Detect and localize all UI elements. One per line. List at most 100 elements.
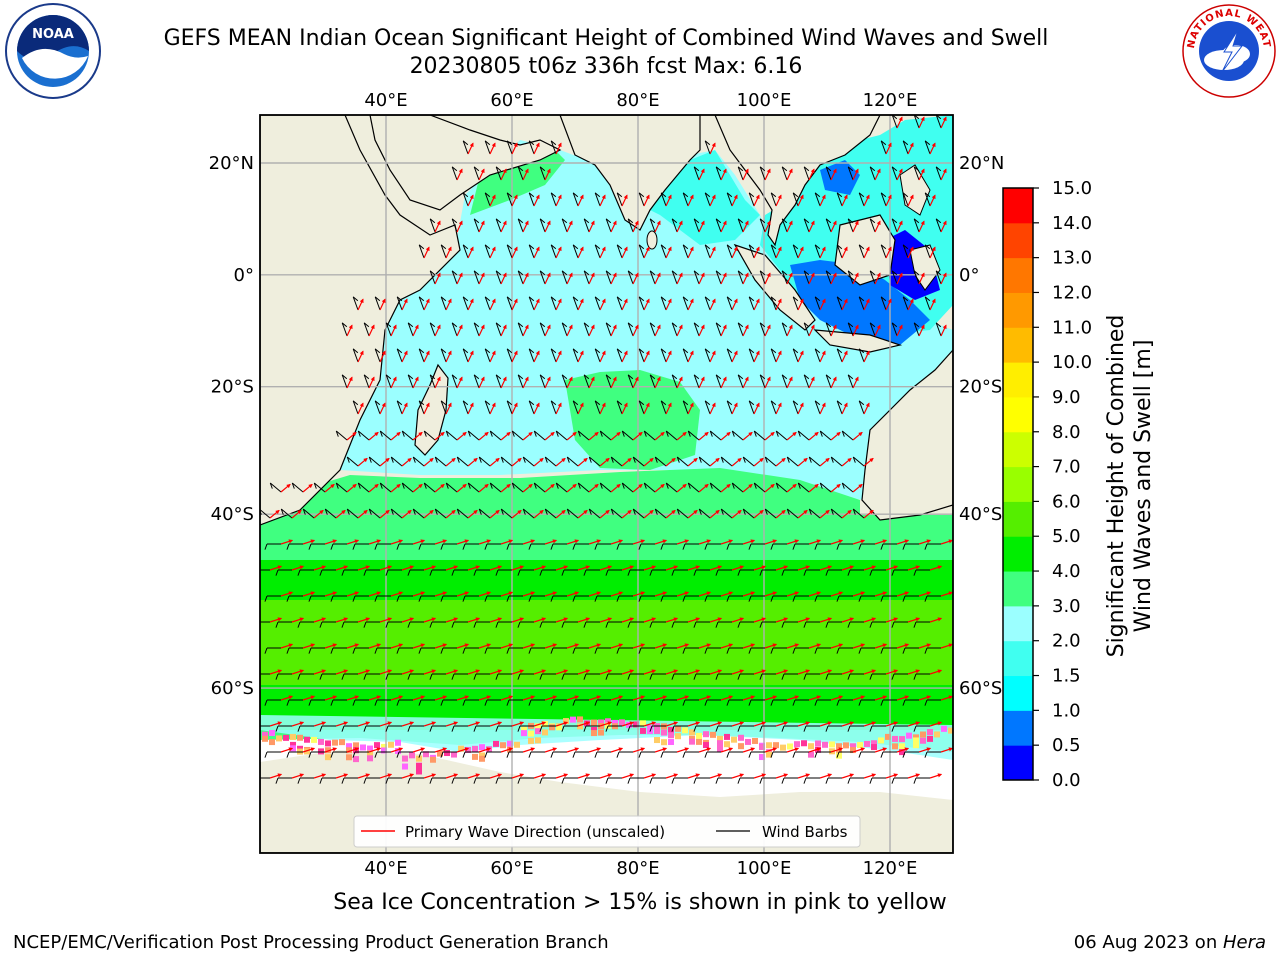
wave-direction-arrow [896,168,903,181]
wave-direction-arrow [764,695,778,701]
wind-barb [858,348,865,363]
ice-patch [521,726,527,733]
lon-tick-top: 60°E [490,90,533,111]
wave-direction-arrow [533,669,547,675]
colorbar-label-line1: Significant Height of Combined [1104,315,1129,658]
wind-barb [869,569,886,576]
wind-barb [781,322,788,337]
wave-direction-arrow [577,457,588,467]
wind-barb [260,673,270,675]
wave-direction-arrow [918,220,925,233]
wave-direction-arrow [335,669,349,675]
wind-barb [891,166,898,181]
wave-direction-arrow [269,509,280,519]
wave-direction-arrow [533,617,547,623]
wind-barb [357,430,370,441]
wind-barb [561,270,568,285]
wave-direction-arrow [742,376,749,389]
wave-direction-arrow [434,539,448,545]
ice-patch [535,728,541,735]
wind-barb [742,456,755,467]
wind-barb [781,725,798,732]
wind-barb [660,400,667,415]
wave-direction-arrow [841,565,855,571]
wave-direction-arrow [819,402,826,415]
wind-barb [825,621,842,628]
wave-direction-arrow [522,483,533,493]
wind-barb [616,348,623,363]
wind-barb [357,482,370,493]
wave-direction-arrow [379,721,393,727]
wind-barb [440,348,447,363]
wind-barb [330,543,347,550]
wave-direction-arrow [577,350,584,363]
wind-barb [418,751,435,758]
wind-barb [693,621,710,628]
wave-direction-arrow [313,721,327,727]
wind-barb [275,569,292,576]
wave-direction-arrow [687,246,694,259]
wave-direction-arrow [467,669,481,675]
wave-direction-arrow [324,643,338,649]
wave-direction-arrow [929,246,936,259]
wave-direction-arrow [368,376,375,389]
wind-barb [363,374,370,389]
wave-direction-arrow [687,298,694,311]
wave-direction-arrow [698,431,709,441]
wind-barb [561,374,568,389]
wind-barb [836,699,853,706]
wind-barb [346,456,359,467]
lat-tick-right: 60°S [959,678,1002,699]
ice-patch [731,736,737,743]
ice-patch [857,742,863,749]
wave-direction-arrow [841,509,852,519]
wind-barb [808,456,821,467]
wind-barb [726,296,733,311]
wind-barb [770,595,787,602]
ice-patch [752,737,758,744]
wave-direction-arrow [412,695,426,701]
wave-direction-arrow [445,617,459,623]
wave-direction-arrow [357,457,368,467]
wind-barb [616,699,633,706]
wind-barb [429,270,436,285]
wind-barb [572,595,589,602]
wind-barb [346,508,359,519]
wind-barb [748,699,765,706]
wind-barb [440,543,457,550]
ice-patch [675,725,681,732]
wind-barb [379,430,392,441]
ice-patch [444,750,450,757]
wind-barb [693,569,710,576]
wind-barb [814,699,831,706]
wind-barb [627,322,634,337]
wave-direction-arrow [599,509,610,519]
wind-barb [594,348,601,363]
wind-barb [913,621,930,628]
wind-barb [748,647,765,654]
wind-barb [594,400,601,415]
wave-direction-arrow [621,246,628,259]
wave-direction-arrow [665,350,672,363]
wind-barb [605,621,622,628]
wave-direction-arrow [720,376,727,389]
ice-patch [353,742,359,749]
wave-direction-arrow [313,773,327,779]
wave-direction-arrow [731,721,745,727]
wave-direction-arrow [621,350,628,363]
wave-direction-arrow [808,539,822,545]
wind-barb [836,244,843,259]
ice-patch [703,742,709,749]
wind-barb [660,348,667,363]
wave-direction-arrow [269,617,283,623]
wind-barb [583,569,600,576]
wave-direction-arrow [610,483,621,493]
wind-barb [330,595,347,602]
bay-of-bengal [640,150,760,245]
wave-direction-arrow [852,643,866,649]
wave-direction-arrow [764,431,775,441]
wind-barb [847,218,854,233]
wind-barb [847,621,864,628]
wave-direction-arrow [456,376,463,389]
